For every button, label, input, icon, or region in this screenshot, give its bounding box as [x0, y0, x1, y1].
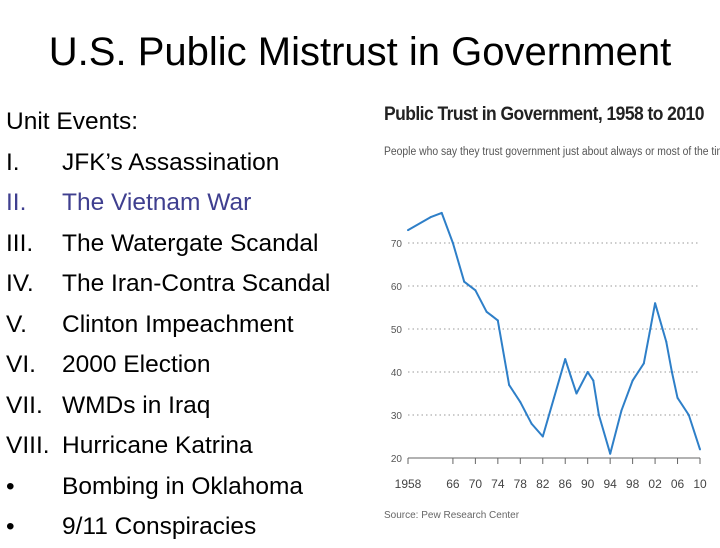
unit-event-item: VI. 2000 Election [6, 345, 386, 386]
y-tick-label: 50 [391, 325, 403, 336]
trust-data-point [687, 414, 690, 416]
list-marker: II. [6, 189, 27, 216]
trust-data-point [575, 392, 578, 395]
list-item-text: The Watergate Scandal [62, 229, 319, 257]
list-marker: V. [6, 310, 27, 338]
list-marker: VI. [6, 351, 36, 378]
trust-data-point [564, 358, 567, 361]
unit-event-item: II. The Vietnam War [6, 183, 386, 224]
trust-data-point [440, 211, 443, 214]
trust-data-point [592, 379, 595, 382]
list-item-text: The Iran-Contra Scandal [62, 270, 331, 297]
list-marker: IV. [6, 270, 34, 297]
list-marker: • [6, 513, 15, 540]
x-tick-label: 74 [491, 477, 505, 491]
unit-event-item: IV. The Iran-Contra Scandal [6, 264, 386, 305]
list-marker: • [6, 472, 15, 500]
trust-data-point [665, 340, 668, 343]
unit-event-item: • 9/11 Conspiracies [6, 507, 386, 548]
x-tick-label: 10 [693, 477, 707, 491]
trust-data-point [620, 409, 623, 412]
trust-data-point [407, 229, 409, 232]
trust-data-point [631, 379, 634, 382]
trust-data-point [463, 280, 466, 283]
trust-data-point [451, 242, 454, 244]
trust-data-point [597, 414, 600, 416]
unit-event-item: VII. WMDs in Iraq [6, 386, 386, 427]
list-item-text: JFK’s Assassination [62, 148, 280, 176]
trust-data-point [508, 383, 511, 386]
trust-data-point [670, 371, 673, 373]
trust-data-point [530, 422, 533, 425]
trust-chart: Public Trust in Government, 1958 to 2010… [378, 100, 720, 530]
trust-data-point [654, 302, 657, 305]
trust-data-point [496, 319, 499, 322]
x-tick-label: 86 [559, 477, 573, 491]
trust-data-point [699, 448, 701, 451]
unit-events-list: Unit Events: I. JFK’s Assassination II. Th… [6, 102, 386, 548]
list-marker: VII. [6, 391, 43, 419]
trust-data-point [642, 362, 645, 365]
list-marker: III. [6, 229, 34, 257]
trust-series-line [407, 211, 701, 455]
list-item-text: Bombing in Oklahoma [62, 472, 304, 500]
y-tick-label: 30 [391, 411, 403, 422]
chart-subtitle: People who say they trust government jus… [384, 146, 720, 158]
chart-title: Public Trust in Government, 1958 to 2010 [384, 104, 704, 125]
list-item-text: Clinton Impeachment [62, 310, 294, 338]
x-tick-label: 82 [536, 477, 550, 491]
trust-data-point [519, 401, 522, 404]
unit-event-item: • Bombing in Oklahoma [6, 467, 386, 508]
unit-event-item: V. Clinton Impeachment [6, 305, 386, 346]
chart-plot-area: 20 30 40 50 60 70 1958 66 70 74 78 82 86 90 94 98 02 06 10 [391, 211, 707, 491]
unit-events-heading: Unit Events: [6, 108, 139, 135]
x-tick-label: 70 [469, 477, 483, 491]
trust-data-point [429, 216, 432, 219]
x-tick-label: 90 [581, 477, 595, 491]
list-item-text: WMDs in Iraq [62, 391, 211, 419]
list-item-text: Hurricane Katrina [62, 432, 253, 459]
trust-data-point [586, 371, 589, 373]
trust-data-point [541, 435, 544, 438]
list-item-text: The Vietnam War [62, 189, 252, 216]
x-tick-label: 02 [648, 477, 662, 491]
y-tick-label: 20 [391, 454, 403, 465]
y-tick-label: 60 [391, 282, 403, 293]
trust-data-point [485, 310, 488, 313]
x-tick-label: 06 [671, 477, 685, 491]
unit-event-item: VIII. Hurricane Katrina [6, 426, 386, 467]
chart-source: Source: Pew Research Center [384, 510, 520, 521]
x-tick-label: 98 [626, 477, 640, 491]
trust-data-point [637, 371, 640, 373]
x-tick-label: 1958 [395, 477, 422, 491]
trust-data-point [474, 289, 477, 292]
trust-data-point [648, 332, 651, 335]
trust-data-point [553, 396, 555, 399]
list-marker: VIII. [6, 432, 50, 459]
list-item-text: 2000 Election [62, 351, 211, 378]
y-tick-label: 70 [391, 239, 403, 250]
trust-data-point [676, 396, 679, 399]
unit-event-item: I. JFK’s Assassination [6, 143, 386, 184]
unit-event-item: III. The Watergate Scandal [6, 224, 386, 265]
trust-data-point [491, 315, 494, 318]
y-tick-label: 40 [391, 368, 403, 379]
list-marker: I. [6, 148, 20, 176]
trust-data-point [513, 392, 516, 395]
x-tick-label: 66 [446, 477, 460, 491]
trust-data-point [609, 452, 612, 455]
list-item-text: 9/11 Conspiracies [62, 513, 257, 540]
x-tick-label: 78 [514, 477, 528, 491]
trust-data-point [569, 375, 572, 378]
x-tick-label: 94 [603, 477, 617, 491]
slide-title: U.S. Public Mistrust in Government [48, 30, 672, 74]
